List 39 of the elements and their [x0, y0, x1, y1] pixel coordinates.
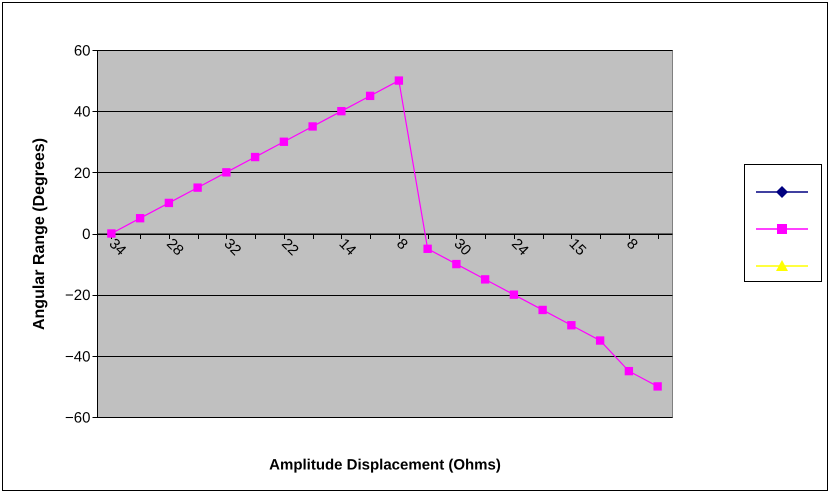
point [510, 290, 518, 299]
point [250, 152, 260, 162]
x-tick-label: 22 [278, 235, 302, 260]
point [596, 336, 604, 345]
point [222, 168, 231, 177]
point [164, 198, 174, 208]
point [452, 260, 461, 268]
x-tick-label: 34 [106, 235, 130, 260]
x-tick-label: 32 [220, 235, 244, 260]
point [394, 76, 404, 85]
y-tick-label: −40 [65, 348, 90, 366]
point [107, 229, 116, 238]
point [308, 122, 317, 131]
y-tick-label: 20 [74, 164, 90, 182]
point [193, 183, 202, 192]
point [337, 106, 346, 116]
x-tick-label: 8 [393, 235, 411, 254]
y-tick-label: 0 [82, 226, 90, 243]
y-tick-label: −60 [65, 410, 90, 426]
y-tick-label: −20 [65, 287, 90, 304]
y-tick-label: 60 [74, 42, 90, 60]
point [280, 138, 288, 146]
x-tick-label: 28 [163, 235, 187, 260]
x-tick-label: 24 [508, 235, 532, 260]
point [624, 366, 634, 376]
y-axis-title: Angular Range (Degrees) [31, 138, 48, 330]
x-tick-label: 8 [623, 235, 641, 254]
x-tick-label: 14 [336, 235, 360, 260]
y-tick-label: 40 [74, 104, 90, 121]
point [567, 321, 576, 330]
x-axis-title: Amplitude Displacement (Ohms) [269, 456, 501, 474]
point [480, 275, 490, 284]
point [653, 382, 662, 391]
point [538, 306, 547, 314]
point [366, 92, 374, 100]
point [136, 214, 144, 222]
point [423, 244, 432, 253]
x-tick-label: 15 [566, 235, 590, 260]
x-tick-label: 30 [450, 235, 474, 260]
